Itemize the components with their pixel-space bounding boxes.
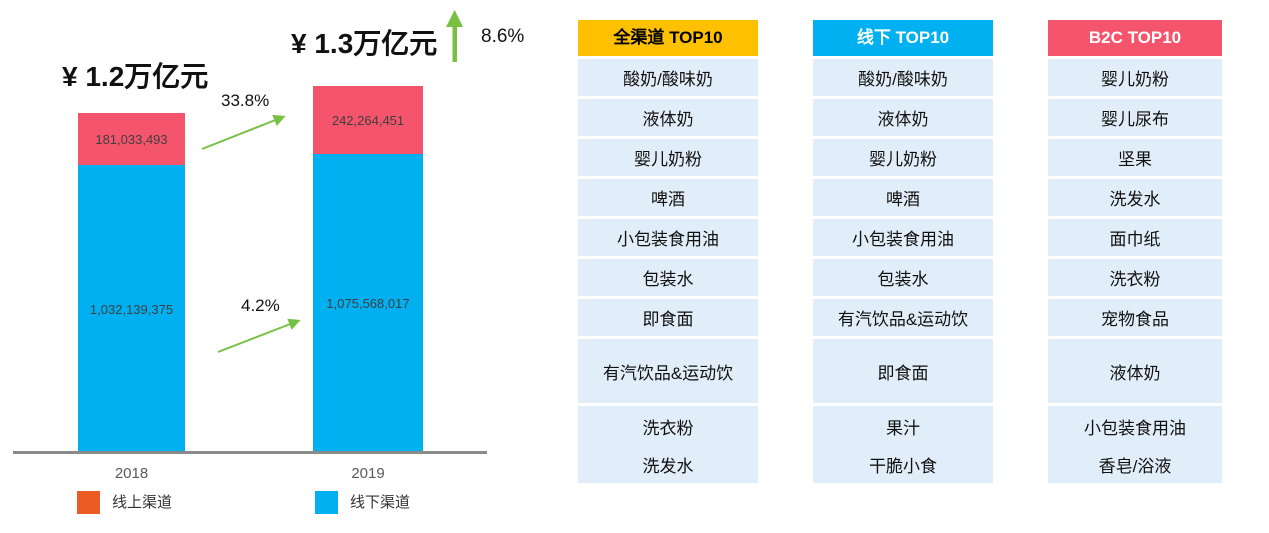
stacked-bar-chart: ¥ 1.2万亿元 ¥ 1.3万亿元 33.8% 4.2% 8.6% 181,03… [0,0,540,533]
top10-list-item: 洗发水 [578,446,758,483]
top10-b2c-list: 婴儿奶粉 婴儿尿布 坚果 洗发水 面巾纸 洗衣粉 宠物食品 液体奶 小包装食用油… [1048,59,1222,483]
offline-growth-arrow-icon [217,318,301,353]
top10-list-item: 有汽饮品&运动饮 [813,299,993,336]
bar-2018: 181,033,493 1,032,139,375 [78,113,185,453]
offline-growth-label: 4.2% [241,296,280,315]
top10-b2c-column: B2C TOP10 婴儿奶粉 婴儿尿布 坚果 洗发水 面巾纸 洗衣粉 宠物食品 … [1048,20,1222,486]
top10-list-item: 包装水 [578,259,758,296]
legend-online: 线上渠道 [77,491,172,514]
top10-all-channel-list: 酸奶/酸味奶 液体奶 婴儿奶粉 啤酒 小包装食用油 包装水 即食面 有汽饮品&运… [578,59,758,483]
top10-offline-column: 线下 TOP10 酸奶/酸味奶 液体奶 婴儿奶粉 啤酒 小包装食用油 包装水 有… [813,20,993,486]
top10-b2c-header: B2C TOP10 [1048,20,1222,56]
top10-list-item: 香皂/浴液 [1048,446,1222,483]
top10-list-item: 面巾纸 [1048,219,1222,256]
top10-list-item: 婴儿尿布 [1048,99,1222,136]
offline-legend-swatch-icon [315,491,338,514]
top10-list-item: 液体奶 [578,99,758,136]
top10-list-item: 小包装食用油 [813,219,993,256]
online-growth-label: 33.8% [221,91,270,110]
top10-list-item: 洗衣粉 [1048,259,1222,296]
bar-2018-offline-segment: 1,032,139,375 [78,165,185,453]
bar-2018-offline-value: 1,032,139,375 [89,301,174,317]
top10-list-item: 婴儿奶粉 [578,139,758,176]
bar-2019-offline-segment: 1,075,568,017 [313,154,423,453]
top10-list-item: 干脆小食 [813,446,993,483]
online-legend-swatch-icon [77,491,100,514]
total-growth-label: 8.6% [481,26,525,47]
online-legend-label: 线上渠道 [112,494,173,511]
bar-2018-online-segment: 181,033,493 [78,113,185,165]
top10-list-item: 液体奶 [1048,339,1222,403]
top10-list-item: 啤酒 [578,179,758,216]
total-2019-label: ¥ 1.3万亿元 [291,28,438,59]
bar-2019-online-segment: 242,264,451 [313,86,423,154]
top10-list-item: 液体奶 [813,99,993,136]
top10-list-item: 果汁 [813,406,993,446]
top10-list-item: 洗衣粉 [578,406,758,446]
top10-list-item: 宠物食品 [1048,299,1222,336]
top10-list-item: 啤酒 [813,179,993,216]
top10-list-item: 酸奶/酸味奶 [578,59,758,96]
total-2018-label: ¥ 1.2万亿元 [62,61,209,92]
total-growth-up-arrow-icon [446,10,463,62]
online-growth-arrow-icon [201,114,286,150]
top10-all-channel-column: 全渠道 TOP10 酸奶/酸味奶 液体奶 婴儿奶粉 啤酒 小包装食用油 包装水 … [578,20,758,486]
top10-list-item: 坚果 [1048,139,1222,176]
legend-offline: 线下渠道 [315,491,410,514]
top10-list-item: 洗发水 [1048,179,1222,216]
top10-list-item: 酸奶/酸味奶 [813,59,993,96]
top10-list-item: 包装水 [813,259,993,296]
top10-list-item: 婴儿奶粉 [1048,59,1222,96]
bar-2019-offline-value: 1,075,568,017 [326,296,410,311]
top10-list-item: 婴儿奶粉 [813,139,993,176]
top10-list-item: 即食面 [813,339,993,403]
top10-list-item: 小包装食用油 [1048,406,1222,446]
x-axis-line [13,451,487,454]
offline-legend-label: 线下渠道 [350,494,411,511]
bar-2018-online-value: 181,033,493 [95,131,168,147]
top10-list-item: 小包装食用油 [578,219,758,256]
top10-all-channel-header: 全渠道 TOP10 [578,20,758,56]
x-tick-2019: 2019 [351,465,385,482]
top10-list-item: 有汽饮品&运动饮 [578,339,758,403]
x-tick-2018: 2018 [114,465,149,482]
top10-offline-header: 线下 TOP10 [813,20,993,56]
bar-2019-online-value: 242,264,451 [331,112,405,128]
bar-2019: 242,264,451 1,075,568,017 [313,86,423,453]
top10-offline-list: 酸奶/酸味奶 液体奶 婴儿奶粉 啤酒 小包装食用油 包装水 有汽饮品&运动饮 即… [813,59,993,483]
top10-list-item: 即食面 [578,299,758,336]
